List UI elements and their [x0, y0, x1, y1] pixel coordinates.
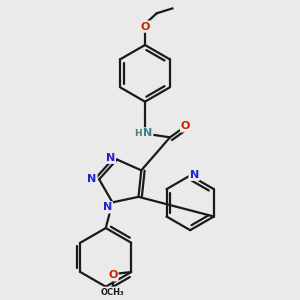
Text: O: O — [140, 22, 150, 32]
Text: O: O — [181, 121, 190, 131]
Text: N: N — [143, 128, 152, 138]
Text: O: O — [108, 270, 118, 280]
Text: H: H — [134, 129, 142, 138]
Text: N: N — [103, 202, 112, 212]
Text: OCH₃: OCH₃ — [101, 287, 125, 296]
Text: N: N — [106, 153, 115, 163]
Text: N: N — [190, 170, 199, 180]
Text: N: N — [87, 174, 96, 184]
